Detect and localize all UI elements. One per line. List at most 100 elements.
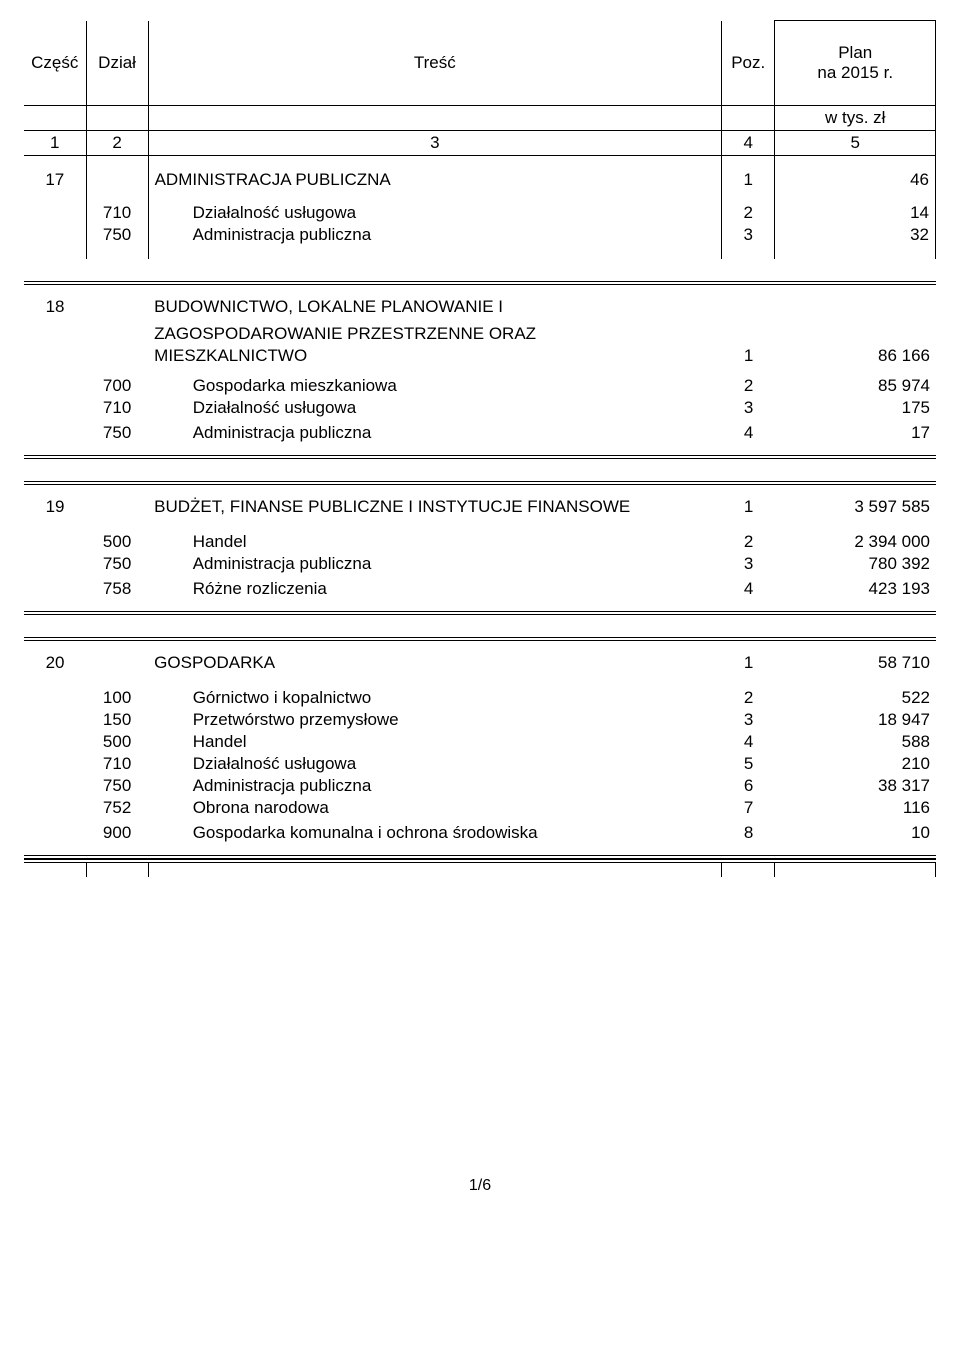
table-row: 2 <box>722 531 776 553</box>
table-row: 522 <box>775 687 936 709</box>
colnum-5: 5 <box>775 131 936 156</box>
table-row: 175 <box>775 397 936 419</box>
section-title-line: ZAGOSPODAROWANIE PRZESTRZENNE ORAZ <box>148 323 722 345</box>
table-row: Administracja publiczna <box>187 224 722 259</box>
table-row: 6 <box>722 775 776 797</box>
table-row: 100 <box>86 687 148 709</box>
table-row: 710 <box>86 202 148 224</box>
section: 19 BUDŻET, FINANSE PUBLICZNE I INSTYTUCJE… <box>24 481 936 615</box>
table-row: 32 <box>775 224 936 259</box>
table-row: 8 <box>722 819 776 855</box>
section-poz: 1 <box>722 345 776 367</box>
section-czesc: 20 <box>24 641 86 679</box>
table-row: 116 <box>775 797 936 819</box>
table-row: 18 947 <box>775 709 936 731</box>
section-plan <box>775 323 936 345</box>
table-row: 780 392 <box>775 553 936 575</box>
table-row: 900 <box>86 819 148 855</box>
table-row: Administracja publiczna <box>187 775 722 797</box>
hdr-poz: Poz. <box>722 21 775 106</box>
table-row: Obrona narodowa <box>187 797 722 819</box>
table-row: Handel <box>187 531 722 553</box>
table-row: Administracja publiczna <box>187 419 722 455</box>
section-czesc: 19 <box>24 485 86 523</box>
table-row: 210 <box>775 753 936 775</box>
top-plan: 46 <box>775 156 936 195</box>
table-row: 710 <box>86 753 148 775</box>
table-row: 2 394 000 <box>775 531 936 553</box>
table-row: 3 <box>722 553 776 575</box>
section-poz <box>722 285 776 323</box>
table-row: 85 974 <box>775 375 936 397</box>
table-row: 150 <box>86 709 148 731</box>
table-row: Gospodarka komunalna i ochrona środowisk… <box>187 819 722 855</box>
table-row: 423 193 <box>775 575 936 611</box>
section-title-line: GOSPODARKA <box>148 641 722 679</box>
hdr-czesc: Część <box>24 21 86 106</box>
section-plan: 58 710 <box>775 641 936 679</box>
table-row: Gospodarka mieszkaniowa <box>187 375 722 397</box>
hdr-plan-line1: Plan <box>838 43 872 62</box>
table-row: 750 <box>86 224 148 259</box>
section-poz: 1 <box>722 641 776 679</box>
table-row: Administracja publiczna <box>187 553 722 575</box>
table-row: Różne rozliczenia <box>187 575 722 611</box>
table-row: 38 317 <box>775 775 936 797</box>
top-poz: 1 <box>722 156 775 195</box>
table-row: Działalność usługowa <box>187 202 722 224</box>
hdr-tresc: Treść <box>148 21 721 106</box>
colnum-3: 3 <box>148 131 721 156</box>
table-row: 5 <box>722 753 776 775</box>
hdr-plan-line2: na 2015 r. <box>817 63 893 82</box>
section-plan: 86 166 <box>775 345 936 367</box>
table-row: 3 <box>722 397 776 419</box>
table-row: 4 <box>722 575 776 611</box>
colnum-2: 2 <box>86 131 148 156</box>
section-czesc <box>24 345 86 367</box>
top-title: ADMINISTRACJA PUBLICZNA <box>148 156 721 195</box>
table-row: Górnictwo i kopalnictwo <box>187 687 722 709</box>
table-row: 500 <box>86 531 148 553</box>
section: 20GOSPODARKA158 710100Górnictwo i kopaln… <box>24 637 936 859</box>
table-row: 4 <box>722 731 776 753</box>
section-poz <box>722 323 776 345</box>
table-row: 17 <box>775 419 936 455</box>
table-row: 700 <box>86 375 148 397</box>
colnum-1: 1 <box>24 131 86 156</box>
table-row: 750 <box>86 419 148 455</box>
page-number: 1/6 <box>24 1177 936 1195</box>
table-row: 7 <box>722 797 776 819</box>
table-row: 750 <box>86 553 148 575</box>
table-row: 3 <box>722 709 776 731</box>
section-title-line: BUDOWNICTWO, LOKALNE PLANOWANIE I <box>148 285 722 323</box>
section-czesc <box>24 323 86 345</box>
table-row: 2 <box>722 687 776 709</box>
section-poz: 1 <box>722 485 776 523</box>
table-row: 710 <box>86 397 148 419</box>
colnum-4: 4 <box>722 131 775 156</box>
section-title-line: BUDŻET, FINANSE PUBLICZNE I INSTYTUCJE F… <box>148 485 722 523</box>
table-row: 758 <box>86 575 148 611</box>
table-row: 4 <box>722 419 776 455</box>
section-plan <box>775 285 936 323</box>
header-table: Część Dział Treść Poz. Plan na 2015 r. w… <box>24 20 936 259</box>
hdr-plan: Plan na 2015 r. <box>775 21 936 106</box>
section-plan: 3 597 585 <box>775 485 936 523</box>
footer-stub-table <box>24 863 936 877</box>
section-czesc: 18 <box>24 285 86 323</box>
table-row: 10 <box>775 819 936 855</box>
table-row: 752 <box>86 797 148 819</box>
hdr-dzial: Dział <box>86 21 148 106</box>
table-row: 3 <box>722 224 775 259</box>
table-row: 2 <box>722 375 776 397</box>
section-title-line: MIESZKALNICTWO <box>148 345 722 367</box>
table-row: 14 <box>775 202 936 224</box>
table-row: Przetwórstwo przemysłowe <box>187 709 722 731</box>
table-row: 588 <box>775 731 936 753</box>
table-row: Działalność usługowa <box>187 753 722 775</box>
table-row: 750 <box>86 775 148 797</box>
hdr-unit: w tys. zł <box>775 106 936 131</box>
section: 18 BUDOWNICTWO, LOKALNE PLANOWANIE IZAGOS… <box>24 281 936 459</box>
top-czesc: 17 <box>24 156 86 195</box>
table-row: Handel <box>187 731 722 753</box>
